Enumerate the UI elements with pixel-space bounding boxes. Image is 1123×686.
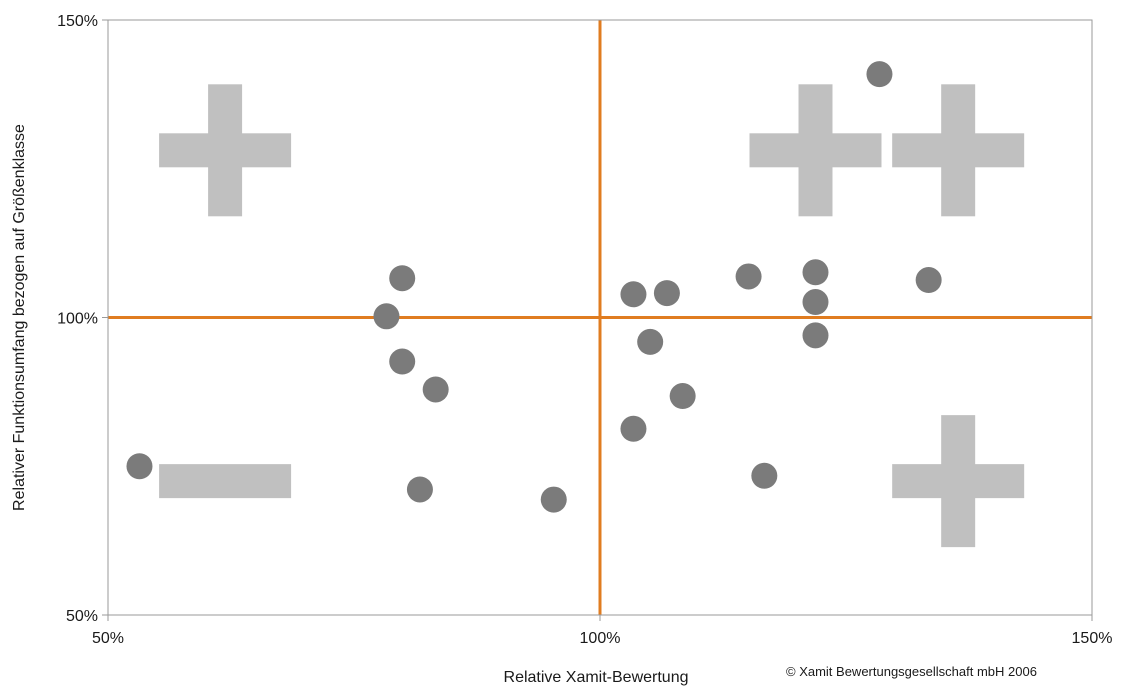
data-point [540,486,567,513]
copyright-note: © Xamit Bewertungsgesellschaft mbH 2006 [786,664,1037,679]
data-point [389,265,416,292]
data-point [637,328,664,355]
data-point [735,263,762,290]
plus-symbol [892,84,1025,217]
data-point [373,303,400,330]
quadrant-symbols [159,84,1025,548]
data-point [389,348,416,375]
plus-symbol [892,415,1025,548]
plus-symbol-bar-v [798,84,833,217]
data-point [406,476,433,503]
data-point [422,376,449,403]
x-tick-label: 150% [1072,630,1113,647]
data-point [915,267,942,294]
data-point [802,322,829,349]
data-point [653,280,680,307]
minus-symbol [159,464,292,499]
y-tick-label: 150% [57,13,98,30]
plus-symbol [749,84,882,217]
plus-symbol-bar-v [941,415,976,548]
reference-lines [108,20,1092,615]
data-point [802,259,829,286]
plus-symbol-bar-v [208,84,243,217]
data-point [620,281,647,308]
plus-symbol [159,84,292,217]
y-tick-label: 50% [66,608,98,625]
x-axis-label: Relative Xamit-Bewertung [504,669,689,686]
data-point [126,453,153,480]
data-point [620,415,647,442]
data-points [126,61,942,513]
x-tick-label: 50% [92,630,124,647]
y-tick-label: 100% [57,311,98,328]
data-point [866,61,893,88]
data-point [669,383,696,410]
axis-ticks: 50% 100% 150% 50% 100% 150% [57,13,1112,647]
plus-symbol-bar-v [941,84,976,217]
data-point [751,462,778,489]
x-tick-label: 100% [580,630,621,647]
y-axis-label: Relativer Funktionsumfang bezogen auf Gr… [11,124,28,511]
data-point [802,289,829,316]
minus-symbol-bar-h [159,464,292,499]
